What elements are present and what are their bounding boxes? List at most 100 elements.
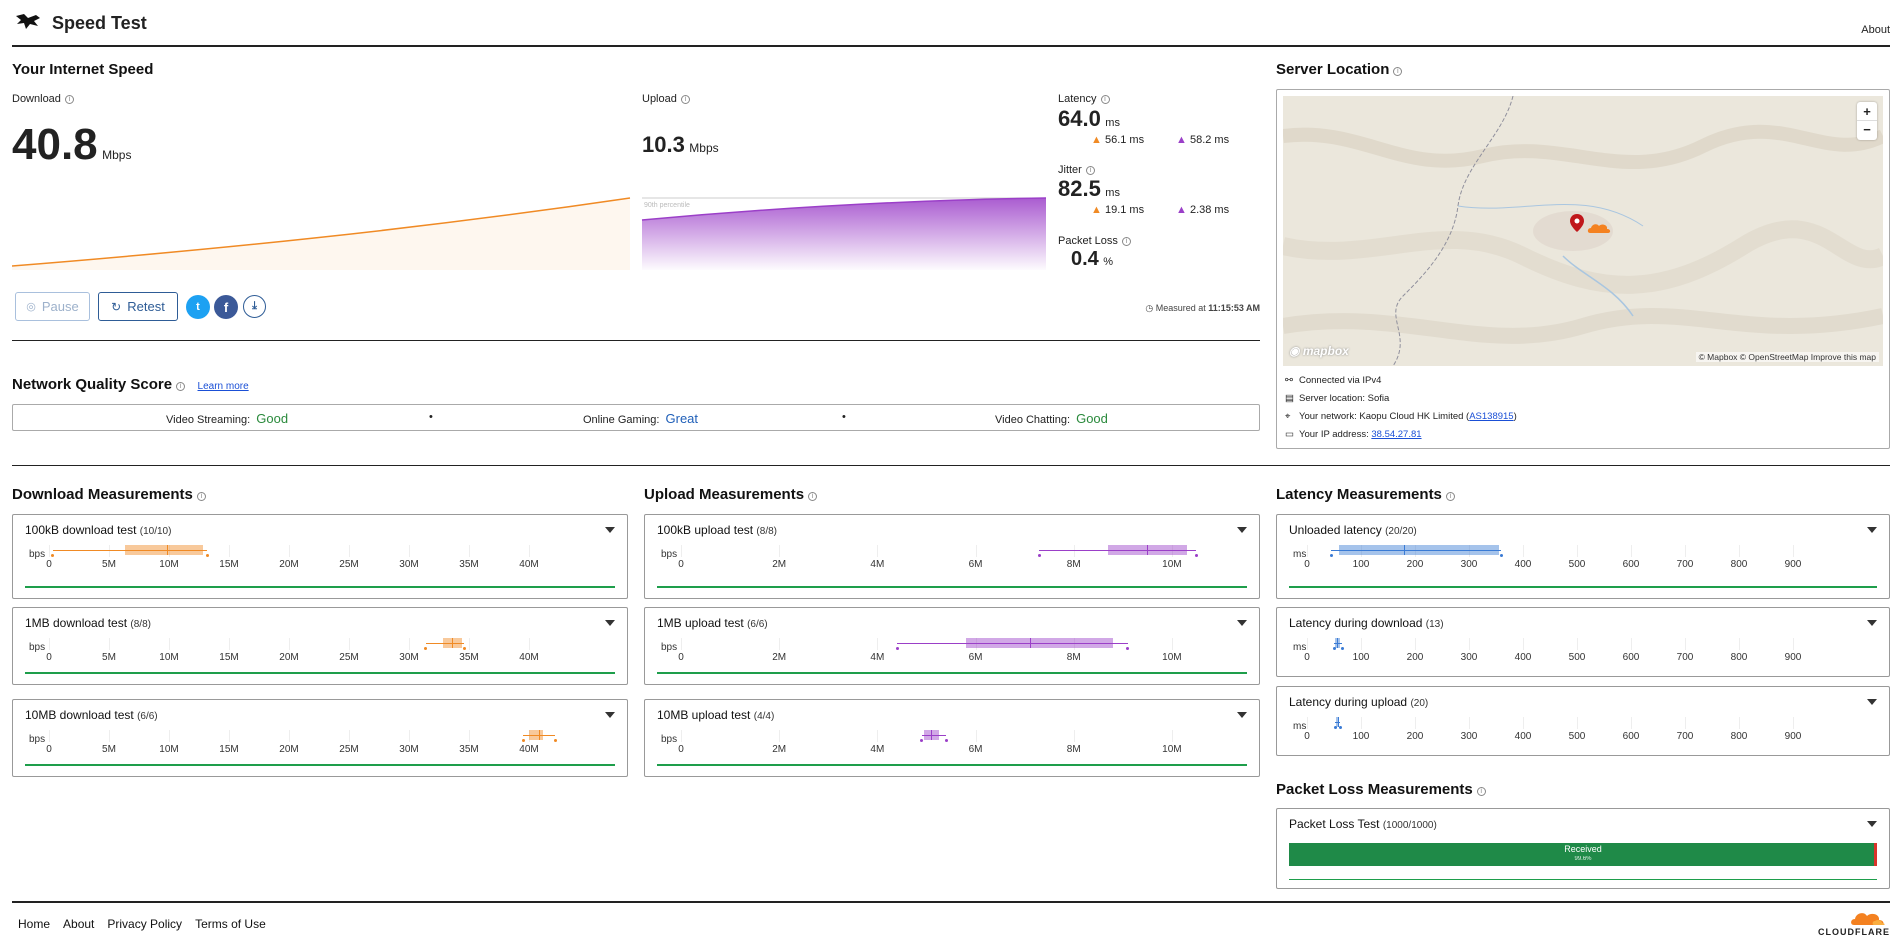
- facebook-share-button[interactable]: f: [214, 295, 238, 319]
- info-icon[interactable]: i: [1085, 166, 1095, 175]
- ip-link[interactable]: 38.54.27.81: [1371, 429, 1422, 440]
- grid-line: [1577, 545, 1578, 557]
- median-line: [166, 545, 168, 555]
- chevron-down-icon[interactable]: [1867, 821, 1877, 827]
- test-title: Unloaded latency (20/20): [1289, 523, 1417, 537]
- attribution-text[interactable]: © Mapbox © OpenStreetMap: [1698, 352, 1809, 362]
- jitter-value: 82.5 ms: [1058, 176, 1120, 201]
- footer-about-link[interactable]: About: [63, 917, 95, 931]
- packet-loss-test[interactable]: Packet Loss Test (1000/1000) Received 99…: [1276, 808, 1890, 889]
- info-icon[interactable]: i: [680, 95, 690, 104]
- download-results-button[interactable]: ⤓: [243, 295, 266, 318]
- packet-loss-value: 0.4 %: [1071, 248, 1114, 270]
- download-test-10mb[interactable]: 10MB download test (6/6) bps 0 5M 10M 15M 20…: [12, 699, 628, 777]
- chevron-down-icon[interactable]: [1867, 527, 1877, 533]
- about-link[interactable]: About: [1861, 24, 1890, 36]
- info-icon[interactable]: i: [196, 492, 206, 501]
- quality-title-row: Network Quality Score i Learn more: [12, 376, 249, 393]
- axis-tick-label: 10M: [159, 559, 179, 570]
- improve-map-link[interactable]: Improve this map: [1810, 352, 1876, 362]
- axis-tick-label: 300: [1460, 731, 1478, 742]
- cloudflare-wordmark: CLOUDFLARE: [1818, 927, 1890, 937]
- median-line: [538, 730, 540, 740]
- upload-test-1mb[interactable]: 1MB upload test (6/6) bps 0 2M 4M 6M 8M 10M: [644, 607, 1260, 685]
- download-test-1mb[interactable]: 1MB download test (8/8) bps 0 5M 10M 15M 20M…: [12, 607, 628, 685]
- zoom-controls: + −: [1857, 102, 1877, 140]
- progress-complete-line: [657, 672, 1247, 674]
- min-point: [1329, 554, 1333, 557]
- speed-section-title: Your Internet Speed: [12, 61, 154, 78]
- grid-line: [975, 730, 977, 742]
- info-icon[interactable]: i: [808, 492, 818, 501]
- footer-privacy-link[interactable]: Privacy Policy: [107, 917, 183, 931]
- zoom-out-button[interactable]: −: [1863, 122, 1871, 137]
- upload-label: Upload i: [642, 93, 690, 105]
- grid-line: [289, 545, 290, 557]
- info-icon[interactable]: i: [176, 382, 186, 391]
- info-icon[interactable]: i: [1393, 67, 1403, 76]
- info-icon[interactable]: i: [1476, 787, 1486, 796]
- latency-test-upload[interactable]: Latency during upload (20) ms 0 100 200 300…: [1276, 686, 1890, 756]
- median-line: [931, 730, 933, 740]
- info-icon[interactable]: i: [64, 95, 74, 104]
- download-test-100kb[interactable]: 100kB download test (10/10) bps 0 5M 10M 15…: [12, 514, 628, 599]
- asn-link[interactable]: AS138915: [1469, 411, 1514, 422]
- pause-button[interactable]: ◎ Pause: [15, 292, 90, 321]
- chevron-down-icon[interactable]: [1867, 699, 1877, 705]
- grid-line: [409, 730, 410, 742]
- test-title: 100kB download test (10/10): [25, 523, 172, 537]
- logo-icon[interactable]: [14, 12, 42, 32]
- grid-line: [109, 545, 110, 557]
- latency-test-download[interactable]: Latency during download (13) ms 0 100 200 3…: [1276, 607, 1890, 677]
- grid-line: [1073, 638, 1075, 650]
- server-location-info: ▤ Server location: Sofia: [1285, 393, 1390, 404]
- axis-tick-label: 200: [1406, 731, 1424, 742]
- info-icon[interactable]: i: [1445, 492, 1455, 501]
- grid-line: [1523, 545, 1524, 557]
- footer-home-link[interactable]: Home: [18, 917, 51, 931]
- upload-arrow-icon: ▲: [1176, 204, 1187, 216]
- zoom-in-button[interactable]: +: [1857, 102, 1877, 121]
- axis-unit: bps: [661, 549, 678, 560]
- min-point: [895, 647, 899, 650]
- jitter-down: ▲ 19.1 ms: [1091, 204, 1145, 216]
- grid-line: [109, 730, 110, 742]
- footer-terms-link[interactable]: Terms of Use: [195, 917, 266, 931]
- cloudflare-logo[interactable]: CLOUDFLARE: [1810, 908, 1890, 937]
- whisker: [52, 550, 208, 551]
- max-point: [462, 647, 466, 650]
- map-pin-icon[interactable]: [1570, 214, 1584, 232]
- axis-tick-label: 15M: [219, 652, 239, 663]
- grid-line: [169, 545, 170, 557]
- server-title-row: Server Location i: [1276, 61, 1403, 79]
- chevron-down-icon[interactable]: [605, 620, 615, 626]
- chevron-down-icon[interactable]: [1237, 620, 1247, 626]
- test-title: 1MB download test (8/8): [25, 616, 151, 630]
- upload-test-10mb[interactable]: 10MB upload test (4/4) bps 0 2M 4M 6M 8M 10M: [644, 699, 1260, 777]
- retest-button[interactable]: ↻ Retest: [98, 292, 178, 321]
- mapbox-logo[interactable]: ◉ mapbox: [1289, 344, 1349, 358]
- axis-tick-label: 0: [46, 744, 52, 755]
- grid-line: [1685, 638, 1686, 650]
- chevron-down-icon[interactable]: [1237, 712, 1247, 718]
- axis-tick-label: 0: [678, 652, 684, 663]
- info-icon[interactable]: i: [1100, 95, 1110, 104]
- upload-test-100kb[interactable]: 100kB upload test (8/8) bps 0 2M 4M 6M 8M 10M: [644, 514, 1260, 599]
- chevron-down-icon[interactable]: [605, 712, 615, 718]
- info-icon[interactable]: i: [1121, 237, 1131, 246]
- test-title: 100kB upload test (8/8): [657, 523, 777, 537]
- axis-tick-label: 25M: [339, 559, 359, 570]
- latency-test-unloaded[interactable]: Unloaded latency (20/20) ms 0 100 200 300 40…: [1276, 514, 1890, 599]
- chevron-down-icon[interactable]: [605, 527, 615, 533]
- mapbox-icon: ◉: [1289, 344, 1300, 358]
- learn-more-link[interactable]: Learn more: [197, 381, 249, 392]
- axis-tick-label: 10M: [1162, 744, 1182, 755]
- axis-tick-label: 4M: [870, 652, 885, 663]
- map[interactable]: + − ◉ mapbox © Mapbox © OpenStreetMap Im…: [1283, 96, 1883, 366]
- axis-tick-label: 40M: [519, 559, 539, 570]
- chevron-down-icon[interactable]: [1237, 527, 1247, 533]
- chevron-down-icon[interactable]: [1867, 620, 1877, 626]
- twitter-share-button[interactable]: t: [186, 295, 210, 319]
- axis-unit: ms: [1293, 549, 1307, 560]
- grid-line: [529, 730, 530, 742]
